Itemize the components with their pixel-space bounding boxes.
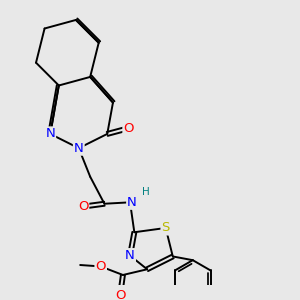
Text: N: N [74, 142, 84, 155]
Text: O: O [78, 200, 88, 213]
Text: O: O [115, 289, 125, 300]
Text: O: O [123, 122, 134, 135]
Text: N: N [125, 249, 135, 262]
Text: S: S [161, 221, 170, 235]
Text: O: O [95, 260, 106, 273]
Text: N: N [45, 128, 55, 140]
Text: N: N [127, 196, 137, 209]
Text: H: H [142, 187, 150, 197]
